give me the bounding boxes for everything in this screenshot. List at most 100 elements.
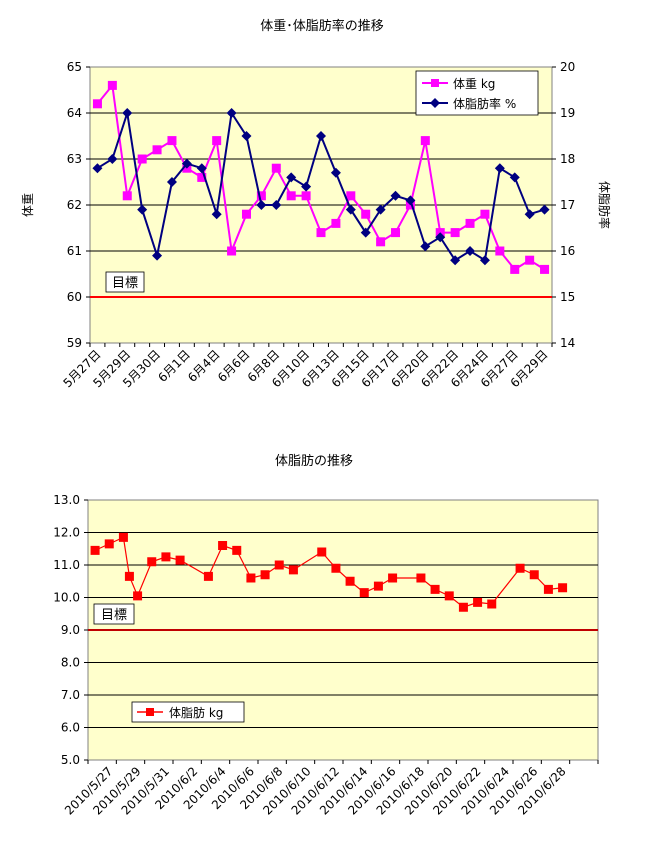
chart1-weight-point xyxy=(167,136,177,146)
chart1-bodyfat-rate-point xyxy=(226,108,237,118)
chart1-bodyfat-rate-point xyxy=(286,172,297,183)
chart2-title: 体脂肪の推移 xyxy=(275,453,353,469)
chart1-weight-point xyxy=(227,246,237,256)
chart1-weight-point xyxy=(92,99,102,109)
chart1-bodyfat-rate-point xyxy=(196,163,207,174)
chart2-ytick-label: 5.0 xyxy=(61,753,80,767)
chart1-y2tick-label: 18 xyxy=(560,152,575,166)
chart2-bodyfat-point xyxy=(331,563,341,573)
chart1-weight-point xyxy=(480,209,490,219)
chart1-bodyfat-rate-point xyxy=(166,177,177,187)
chart2-bodyfat-point xyxy=(218,541,228,550)
legend-diamond-marker-icon xyxy=(430,98,440,108)
chart1-y2tick-label: 17 xyxy=(560,198,575,212)
chart1-weight-point xyxy=(331,218,341,228)
chart2-ytick-label: 10.0 xyxy=(53,591,80,605)
chart2-ytick-label: 11.0 xyxy=(53,558,80,572)
chart2-bodyfat-point xyxy=(416,573,426,583)
chart2-bodyfat-point xyxy=(473,597,483,607)
chart1-weight-point xyxy=(361,209,371,219)
chart2-ytick-label: 12.0 xyxy=(53,526,80,540)
chart1-bodyfat-rate-point xyxy=(360,227,371,238)
chart1-target-label: 目標 xyxy=(112,276,138,291)
chart1-legend-weight: 体重 kg xyxy=(453,77,495,91)
chart2-bodyfat-point xyxy=(345,576,355,586)
chart2-ytick-label: 13.0 xyxy=(53,493,80,507)
chart1-bodyfat-rate-point xyxy=(450,255,461,266)
weight-bodyfat-rate-chart: 体重･体脂肪率の推移 目標 59 60 61 62 63 64 65 14 15 16 17 18 1… xyxy=(21,18,612,390)
chart1-bodyfat-rate-point xyxy=(256,200,267,210)
chart1-bodyfat-rate-point xyxy=(211,209,222,220)
chart2-bodyfat-point xyxy=(260,570,270,580)
chart2-bodyfat-point xyxy=(175,555,185,565)
chart1-legend: 体重 kg 体脂肪率 % xyxy=(415,70,539,116)
chart1-y2label: 体脂肪率 xyxy=(597,181,612,229)
chart2-bodyfat-point xyxy=(274,560,284,570)
chart1-weight-point xyxy=(450,228,460,238)
chart1-weight-point xyxy=(122,191,132,201)
chart1-bodyfat-rate-point xyxy=(181,158,192,169)
chart1-bodyfat-rate-point xyxy=(137,204,148,215)
chart1-bodyfat-rate-point xyxy=(330,167,341,178)
chart1-weight-point xyxy=(540,264,550,274)
chart1-weight-point xyxy=(465,218,475,228)
chart2-bodyfat-point xyxy=(430,584,440,594)
chart1-weight-point xyxy=(346,191,356,201)
chart1-target-label-box xyxy=(105,271,145,293)
chart2-bodyfat-point xyxy=(203,571,213,581)
chart2-bodyfat-point xyxy=(104,539,114,549)
chart1-ytick-label: 60 xyxy=(67,290,82,304)
chart2-ytick-label: 9.0 xyxy=(61,623,80,637)
chart1-weight-point xyxy=(391,228,401,238)
chart1-bodyfat-rate-point xyxy=(92,163,103,174)
chart2-bodyfat-point xyxy=(124,571,134,581)
chart1-bodyfat-rate-point xyxy=(345,204,356,215)
chart1-bodyfat-rate-point xyxy=(107,154,118,164)
chart2-bodyfat-point xyxy=(133,591,143,601)
chart2-bodyfat-point xyxy=(161,552,171,562)
chart1-weight-point xyxy=(301,191,311,201)
chart1-title: 体重･体脂肪率の推移 xyxy=(260,18,384,34)
legend-square-marker-icon xyxy=(146,708,154,716)
chart1-bodyfat-rate-point xyxy=(152,250,163,261)
chart1-y2tick-label: 20 xyxy=(560,60,575,74)
chart1-y2tick-label: 16 xyxy=(560,244,575,258)
chart2-legend-bodyfat: 体脂肪 kg xyxy=(169,705,223,720)
chart1-bodyfat-rate-point xyxy=(122,108,133,118)
chart2-target-label: 目標 xyxy=(101,608,127,623)
chart2-bodyfat-point xyxy=(317,547,327,557)
chart1-y2tick-label: 15 xyxy=(560,290,575,304)
chart1-bodyfat-rate-point xyxy=(390,190,401,201)
chart1-weight-point xyxy=(495,246,505,256)
chart1-weight-point xyxy=(420,136,430,146)
chart1-bodyfat-rate-point xyxy=(465,246,476,256)
chart1-xtick-label: 6月1日 xyxy=(155,347,193,385)
chart2-bodyfat-point xyxy=(444,591,454,601)
chart1-ytick-label: 63 xyxy=(67,152,82,166)
chart2-bodyfat-point xyxy=(487,599,497,609)
chart1-bodyfat-rate-point xyxy=(241,131,252,141)
chart1-bodyfat-rate-point xyxy=(539,204,550,215)
chart2-bodyfat-point xyxy=(388,573,398,583)
legend-square-marker-icon xyxy=(431,79,439,87)
chart1-bodyfat-rate-point xyxy=(435,232,446,243)
chart1-bodyfat-rate-point xyxy=(271,200,282,210)
chart1-ytick-label: 62 xyxy=(67,198,82,212)
chart1-y2tick-label: 19 xyxy=(560,106,575,120)
chart2-legend: 体脂肪 kg xyxy=(131,701,245,723)
chart2-bodyfat-point xyxy=(515,563,525,573)
chart2-bodyfat-point xyxy=(288,565,298,575)
chart2-bodyfat-point xyxy=(90,545,100,555)
chart1-y2tick-label: 14 xyxy=(560,336,575,350)
chart1-weight-point xyxy=(256,191,266,201)
chart1-ytick-label: 61 xyxy=(67,244,82,258)
chart1-weight-point xyxy=(107,80,117,90)
chart1-bodyfat-rate-point xyxy=(420,241,431,252)
chart1-ytick-label: 64 xyxy=(67,106,82,120)
chart2-bodyfat-point xyxy=(359,588,369,598)
chart2-bodyfat-point xyxy=(246,573,256,583)
chart2-ytick-label: 8.0 xyxy=(61,656,80,670)
chart2-bodyfat-point xyxy=(232,545,242,555)
chart1-ytick-label: 59 xyxy=(67,336,82,350)
chart1-weight-point xyxy=(137,154,147,164)
